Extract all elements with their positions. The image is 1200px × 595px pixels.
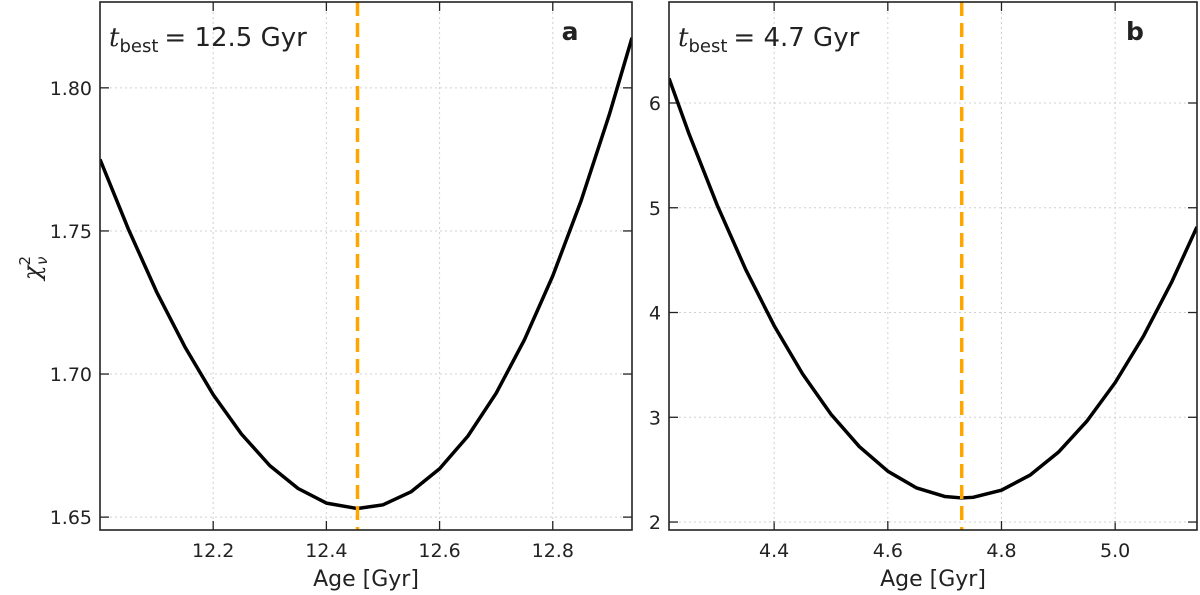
x-tick-label: 12.8 [532, 540, 574, 562]
plot-frame [99, 1, 633, 531]
annotation: tbest = 4.7 Gyr [678, 23, 860, 57]
y-tick-label: 4 [649, 303, 661, 325]
y-tick-label: 6 [649, 93, 661, 115]
x-tick-label: 4.6 [873, 540, 903, 562]
y-tick-label: 2 [649, 512, 661, 534]
x-tick-label: 4.4 [759, 540, 789, 562]
panel-label: b [1126, 17, 1144, 46]
y-axis-subscript: ν [33, 257, 51, 265]
y-axis-title: χ2ν [16, 256, 51, 282]
annotation-subscript: best [688, 36, 727, 57]
panel: 4.4 4.6 4.8 5.0 2 3 4 5 6 tbest = 4.7 Gyr b Age [Gyr… [649, 1, 1198, 592]
y-tick-label: 1.80 [50, 78, 92, 100]
x-tick-label: 4.8 [986, 540, 1016, 562]
data-line [100, 37, 632, 511]
y-axis-symbol: χ [18, 264, 46, 282]
x-tick-label: 5.0 [1100, 540, 1130, 562]
y-axis-superscript: 2 [16, 256, 34, 266]
y-tick-label: 1.70 [50, 364, 92, 386]
x-axis-title: Age [Gyr] [313, 567, 419, 592]
x-tick-label: 12.6 [418, 540, 460, 562]
annotation-text: = 12.5 Gyr [164, 23, 307, 53]
panel-label: a [562, 17, 579, 46]
panel: 12.2 12.4 12.6 12.8 1.65 1.70 1.75 1.80 tbest = 1… [16, 1, 633, 592]
x-tick-label: 12.2 [192, 540, 234, 562]
annotation-symbol: t [109, 23, 120, 53]
y-tick-label: 3 [649, 407, 661, 429]
annotation-text: = 4.7 Gyr [733, 23, 859, 53]
data-line [669, 77, 1197, 500]
x-tick-label: 12.4 [305, 540, 347, 562]
annotation: tbest = 12.5 Gyr [109, 23, 307, 57]
annotation-symbol: t [678, 23, 689, 53]
plot-frame [668, 1, 1198, 531]
annotation-subscript: best [119, 36, 158, 57]
y-tick-label: 5 [649, 198, 661, 220]
x-axis-title: Age [Gyr] [880, 567, 986, 592]
y-tick-label: 1.75 [50, 221, 92, 243]
y-tick-label: 1.65 [50, 507, 92, 529]
